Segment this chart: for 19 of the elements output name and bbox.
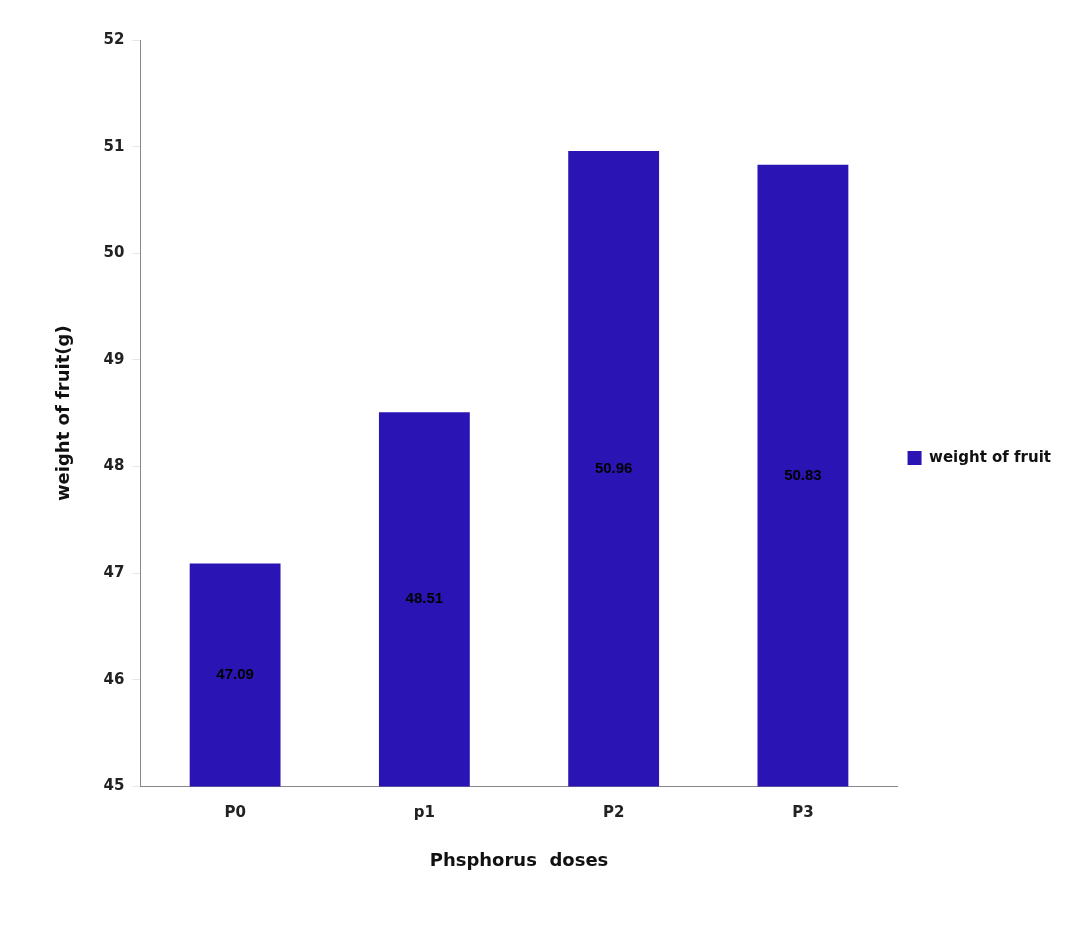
x-tick-label: P3 [792, 803, 814, 822]
x-tick-label: P0 [224, 803, 246, 822]
x-axis-title: Phsphorus doses [429, 848, 609, 870]
data-label: 50.96 [594, 458, 633, 476]
y-tick-label: 49 [103, 349, 125, 368]
y-tick-label: 45 [103, 776, 125, 795]
y-axis-title: weight of fruit(g) [52, 325, 74, 502]
y-tick-label: 52 [103, 29, 125, 48]
y-tick-label: 46 [103, 669, 125, 688]
legend-label: weight of fruit [929, 447, 1051, 466]
y-tick-label: 50 [103, 243, 125, 262]
x-tick-label: p1 [413, 803, 435, 822]
data-label: 48.51 [405, 589, 444, 607]
data-label: 47.09 [216, 665, 254, 683]
data-label: 50.83 [784, 465, 822, 483]
y-tick-label: 51 [103, 136, 125, 155]
x-tick-label: P2 [602, 803, 625, 822]
y-tick-label: 48 [103, 456, 125, 475]
y-tick-label: 47 [103, 563, 125, 582]
